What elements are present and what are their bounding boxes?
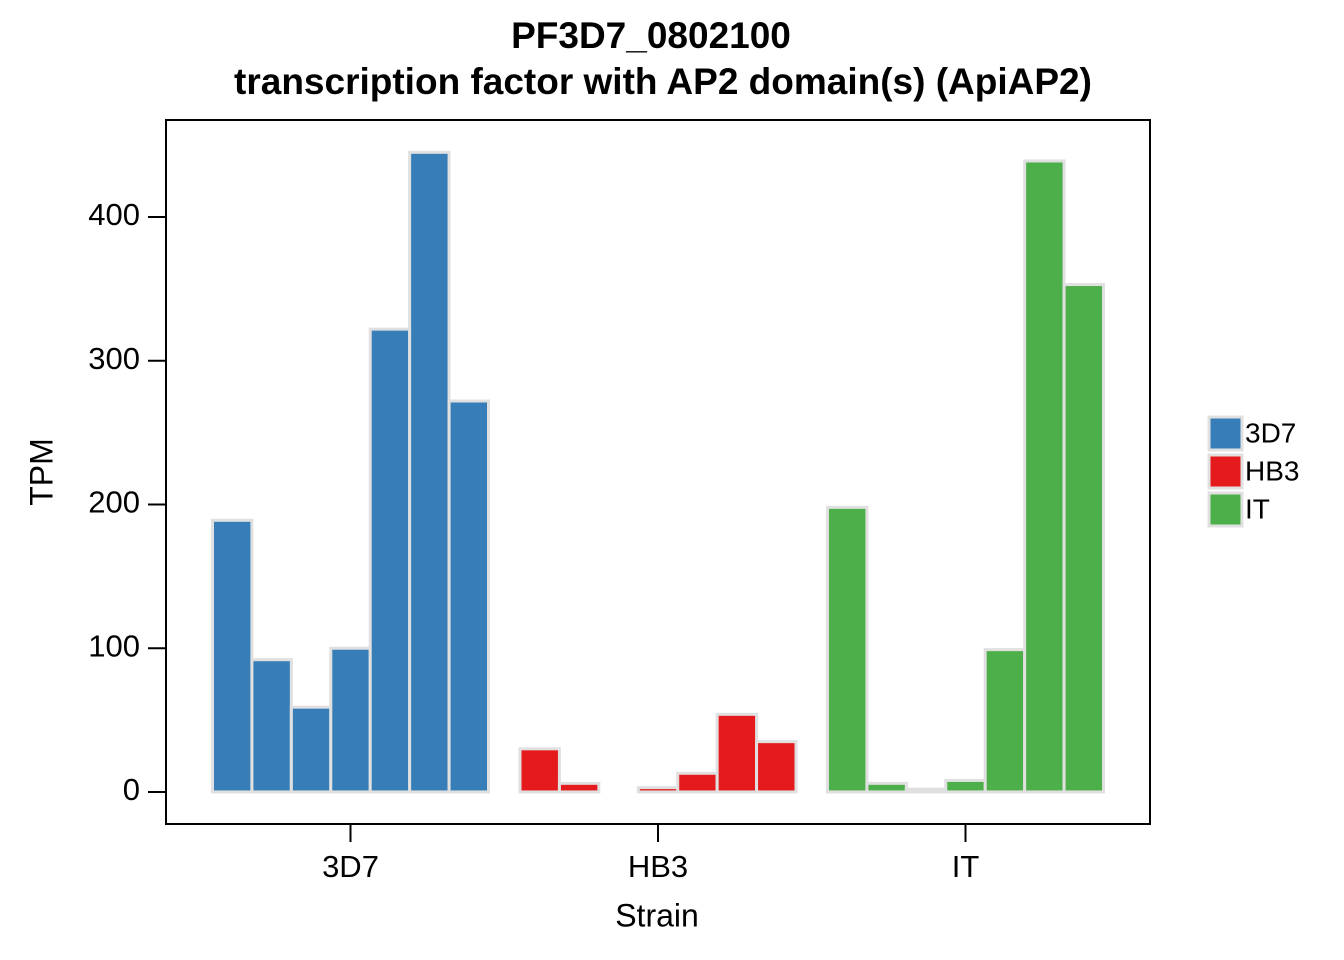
bar bbox=[211, 518, 254, 794]
bar bbox=[1023, 159, 1066, 794]
bar bbox=[676, 771, 719, 794]
legend-swatch bbox=[1207, 491, 1244, 528]
chart-title: PF3D7_0802100 bbox=[511, 15, 791, 56]
bar bbox=[904, 787, 948, 794]
x-tick-label: IT bbox=[952, 849, 980, 884]
bar bbox=[329, 646, 372, 794]
bar bbox=[1062, 283, 1105, 794]
legend-label: HB3 bbox=[1245, 455, 1299, 486]
y-tick-label: 200 bbox=[88, 485, 140, 520]
x-tick-label: 3D7 bbox=[322, 849, 379, 884]
bar bbox=[368, 327, 412, 794]
bar bbox=[715, 712, 759, 794]
bar bbox=[865, 781, 908, 794]
bar bbox=[250, 658, 293, 794]
bar bbox=[826, 505, 869, 794]
y-tick-label: 400 bbox=[88, 197, 140, 232]
bar bbox=[983, 648, 1027, 794]
bar bbox=[408, 150, 451, 794]
y-tick-label: 0 bbox=[123, 772, 140, 807]
legend-swatch bbox=[1207, 415, 1244, 452]
bar bbox=[557, 781, 601, 794]
y-tick-label: 300 bbox=[88, 341, 140, 376]
bar bbox=[447, 399, 491, 794]
chart-subtitle: transcription factor with AP2 domain(s) … bbox=[234, 61, 1092, 102]
bar bbox=[944, 778, 987, 794]
bar bbox=[755, 740, 798, 794]
legend-label: 3D7 bbox=[1245, 417, 1296, 448]
y-axis-title: TPM bbox=[23, 438, 59, 506]
x-tick-label: HB3 bbox=[628, 849, 688, 884]
bar bbox=[289, 705, 333, 794]
legend-label: IT bbox=[1245, 493, 1270, 524]
bar bbox=[636, 786, 680, 794]
legend-swatch bbox=[1207, 453, 1244, 490]
y-tick-label: 100 bbox=[88, 628, 140, 663]
bar bbox=[518, 747, 561, 794]
x-axis-title: Strain bbox=[615, 897, 699, 933]
